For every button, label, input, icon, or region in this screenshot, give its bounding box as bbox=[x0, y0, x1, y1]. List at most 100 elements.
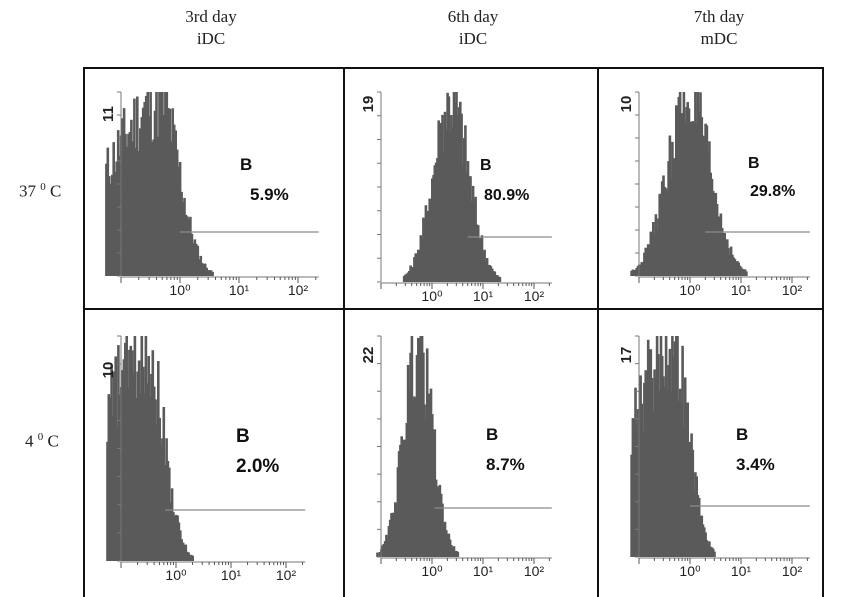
histogram-bar bbox=[175, 149, 179, 276]
row-degree: 0 bbox=[40, 181, 46, 193]
histogram-bar bbox=[178, 162, 182, 276]
histogram-bar bbox=[128, 349, 131, 561]
histogram-bar bbox=[193, 239, 197, 276]
histogram-bar bbox=[423, 404, 426, 557]
histogram-bar bbox=[158, 92, 161, 276]
histogram-bar bbox=[708, 141, 711, 276]
histogram-bar bbox=[423, 219, 426, 282]
histogram-bar bbox=[118, 155, 121, 276]
x-tick-label: 10¹ bbox=[731, 563, 752, 579]
histogram-bar bbox=[643, 252, 646, 276]
histogram-bar bbox=[128, 132, 132, 276]
histogram-bar bbox=[434, 479, 438, 557]
x-tick-label: 10¹ bbox=[221, 567, 242, 583]
column-header-line1: 3rd day bbox=[185, 7, 237, 26]
histogram-bar bbox=[105, 163, 108, 276]
histogram-bar bbox=[196, 245, 200, 276]
histogram-bar bbox=[179, 530, 182, 561]
histogram-bar bbox=[141, 366, 145, 561]
grid-divider bbox=[83, 308, 824, 310]
x-tick-label: 10² bbox=[524, 563, 545, 579]
histogram-bar bbox=[147, 356, 150, 561]
histogram-bar bbox=[164, 92, 167, 276]
histogram-bar bbox=[129, 345, 133, 561]
histogram-bar bbox=[156, 136, 160, 276]
histogram-bar bbox=[133, 98, 136, 276]
row-temp: 4 bbox=[25, 431, 34, 451]
column-header-7th-day: 7th day mDC bbox=[619, 6, 819, 50]
histogram-bar bbox=[152, 386, 156, 561]
histogram-bar bbox=[130, 350, 134, 561]
histogram-bar bbox=[174, 130, 177, 276]
histogram-bar bbox=[177, 522, 181, 561]
y-max-label: 17 bbox=[618, 347, 635, 364]
column-header-line1: 6th day bbox=[447, 7, 499, 26]
histogram-bar bbox=[144, 336, 148, 561]
histogram-bar bbox=[147, 116, 151, 277]
y-max-label: 22 bbox=[360, 347, 377, 364]
histogram-bar bbox=[202, 264, 205, 276]
histogram-bar bbox=[144, 95, 148, 277]
histogram-bar bbox=[172, 124, 176, 276]
x-tick-label: 10¹ bbox=[731, 282, 752, 298]
histogram-bar bbox=[645, 415, 649, 557]
y-max-label: 10 bbox=[100, 362, 117, 379]
x-tick-label: 10² bbox=[782, 563, 803, 579]
histogram-bar bbox=[696, 92, 700, 276]
histogram-bar bbox=[208, 270, 211, 276]
y-max-label: 19 bbox=[360, 96, 377, 113]
histogram-bar bbox=[460, 113, 463, 282]
row-temp: 37 bbox=[19, 181, 36, 201]
histogram-bar bbox=[125, 336, 128, 561]
histogram-bar bbox=[409, 265, 412, 282]
histogram-bar bbox=[671, 336, 674, 557]
histogram-bar bbox=[166, 461, 170, 561]
row-header-37c: 37 0 C bbox=[19, 181, 61, 202]
histogram-bar bbox=[108, 176, 111, 276]
histogram-bar bbox=[169, 502, 172, 561]
histogram-bar bbox=[118, 394, 122, 561]
x-tick-label: 10⁰ bbox=[165, 567, 187, 583]
histogram-bar bbox=[149, 92, 152, 276]
histogram-bar bbox=[397, 451, 401, 557]
histogram-bar bbox=[153, 110, 157, 276]
histogram-bar bbox=[719, 213, 723, 276]
histogram-bar bbox=[395, 504, 398, 557]
histogram-bar bbox=[434, 162, 438, 282]
x-tick-label: 10¹ bbox=[473, 563, 494, 579]
histogram-bar bbox=[668, 135, 672, 276]
row-header-4c: 4 0 C bbox=[25, 431, 59, 452]
histogram-bar bbox=[162, 115, 166, 276]
histogram-bar bbox=[192, 243, 195, 276]
histogram-bar bbox=[183, 197, 186, 276]
histogram-bar bbox=[162, 407, 166, 561]
histogram-bar bbox=[376, 552, 379, 557]
histogram-bar bbox=[136, 371, 139, 561]
histogram-bar bbox=[657, 354, 660, 557]
histogram-bar bbox=[109, 183, 113, 276]
histogram-bar bbox=[114, 356, 117, 561]
histogram-bar bbox=[134, 148, 138, 276]
x-tick-label: 10⁰ bbox=[169, 282, 191, 298]
gate-percentage: 29.8% bbox=[750, 183, 795, 200]
histogram-bar bbox=[151, 350, 155, 561]
column-header-line2: mDC bbox=[700, 29, 738, 48]
histogram-bar bbox=[146, 92, 149, 276]
histogram-bar bbox=[185, 551, 189, 561]
histogram-bar bbox=[722, 234, 725, 276]
histogram-bar bbox=[143, 102, 146, 276]
histogram-bar bbox=[671, 141, 674, 276]
histogram-bar bbox=[168, 467, 171, 561]
histogram-bar bbox=[383, 541, 387, 557]
histogram-bar bbox=[195, 243, 198, 276]
gate-percentage: 5.9% bbox=[250, 185, 289, 204]
histogram-bar bbox=[150, 142, 154, 276]
x-tick-label: 10² bbox=[288, 282, 309, 298]
histogram-bar bbox=[209, 270, 213, 276]
grid-divider bbox=[597, 67, 599, 597]
gate-percentage: 80.9% bbox=[484, 187, 529, 204]
histogram-bar bbox=[108, 396, 112, 561]
histogram-bar bbox=[682, 426, 686, 557]
row-degree: 0 bbox=[37, 431, 44, 443]
